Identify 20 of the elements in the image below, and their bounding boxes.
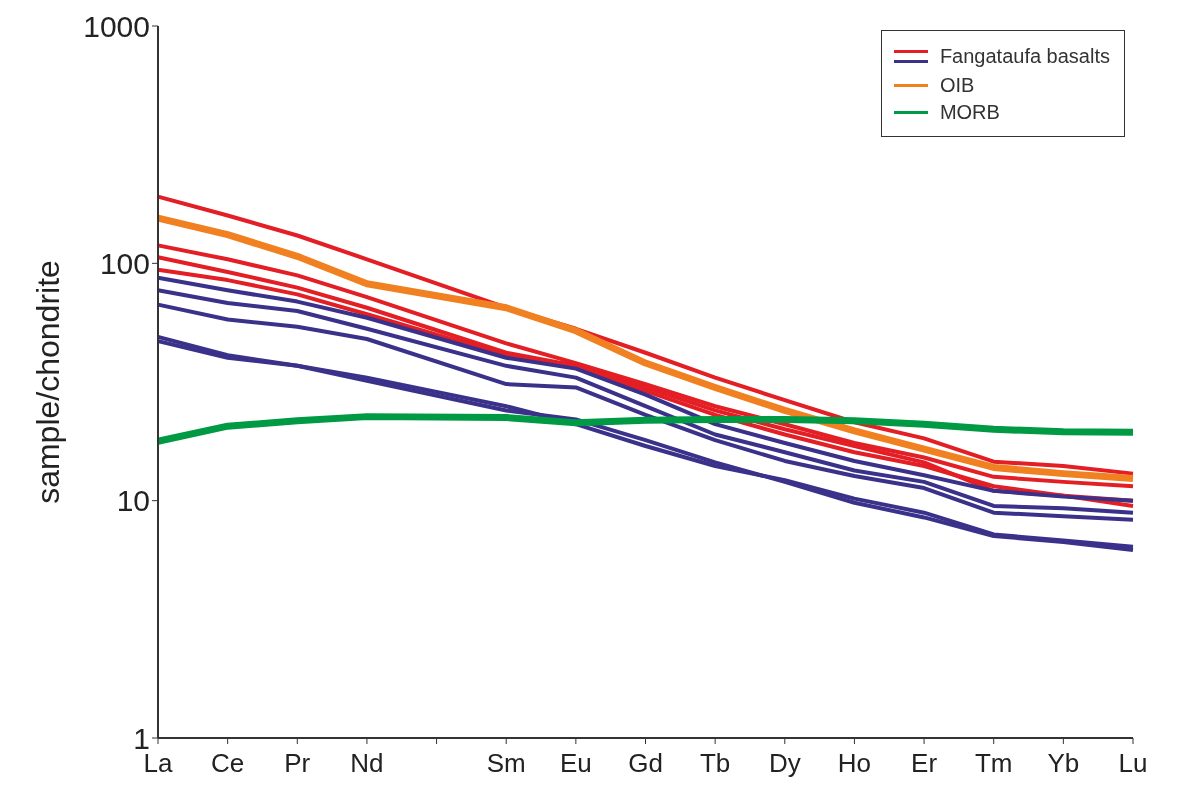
legend-label: MORB (939, 101, 1000, 124)
x-tick-label: Tb (699, 748, 731, 779)
x-tick-label: Nd (350, 748, 384, 779)
x-tick-label: Yb (1047, 748, 1080, 779)
x-tick-label: Pr (284, 748, 311, 779)
legend-label: OIB (939, 74, 975, 97)
y-axis-title: sample/chondrite (30, 260, 67, 504)
x-tick-label: Dy (768, 748, 801, 779)
x-tick-label: Ho (837, 748, 872, 779)
y-tick-label: 1000 (83, 9, 150, 43)
x-tick-label: Gd (628, 748, 663, 779)
y-tick-label: 100 (99, 246, 150, 280)
x-tick-label: Lu (1118, 748, 1148, 779)
x-tick-label: Sm (486, 748, 526, 779)
x-tick-label: Eu (559, 748, 592, 779)
x-tick-label: Ce (211, 748, 245, 779)
x-tick-label: Tm (974, 748, 1013, 779)
legend-label: Fangataufa basalts (939, 45, 1110, 68)
x-tick-label: Er (911, 748, 938, 779)
y-tick-label: 10 (116, 484, 150, 518)
